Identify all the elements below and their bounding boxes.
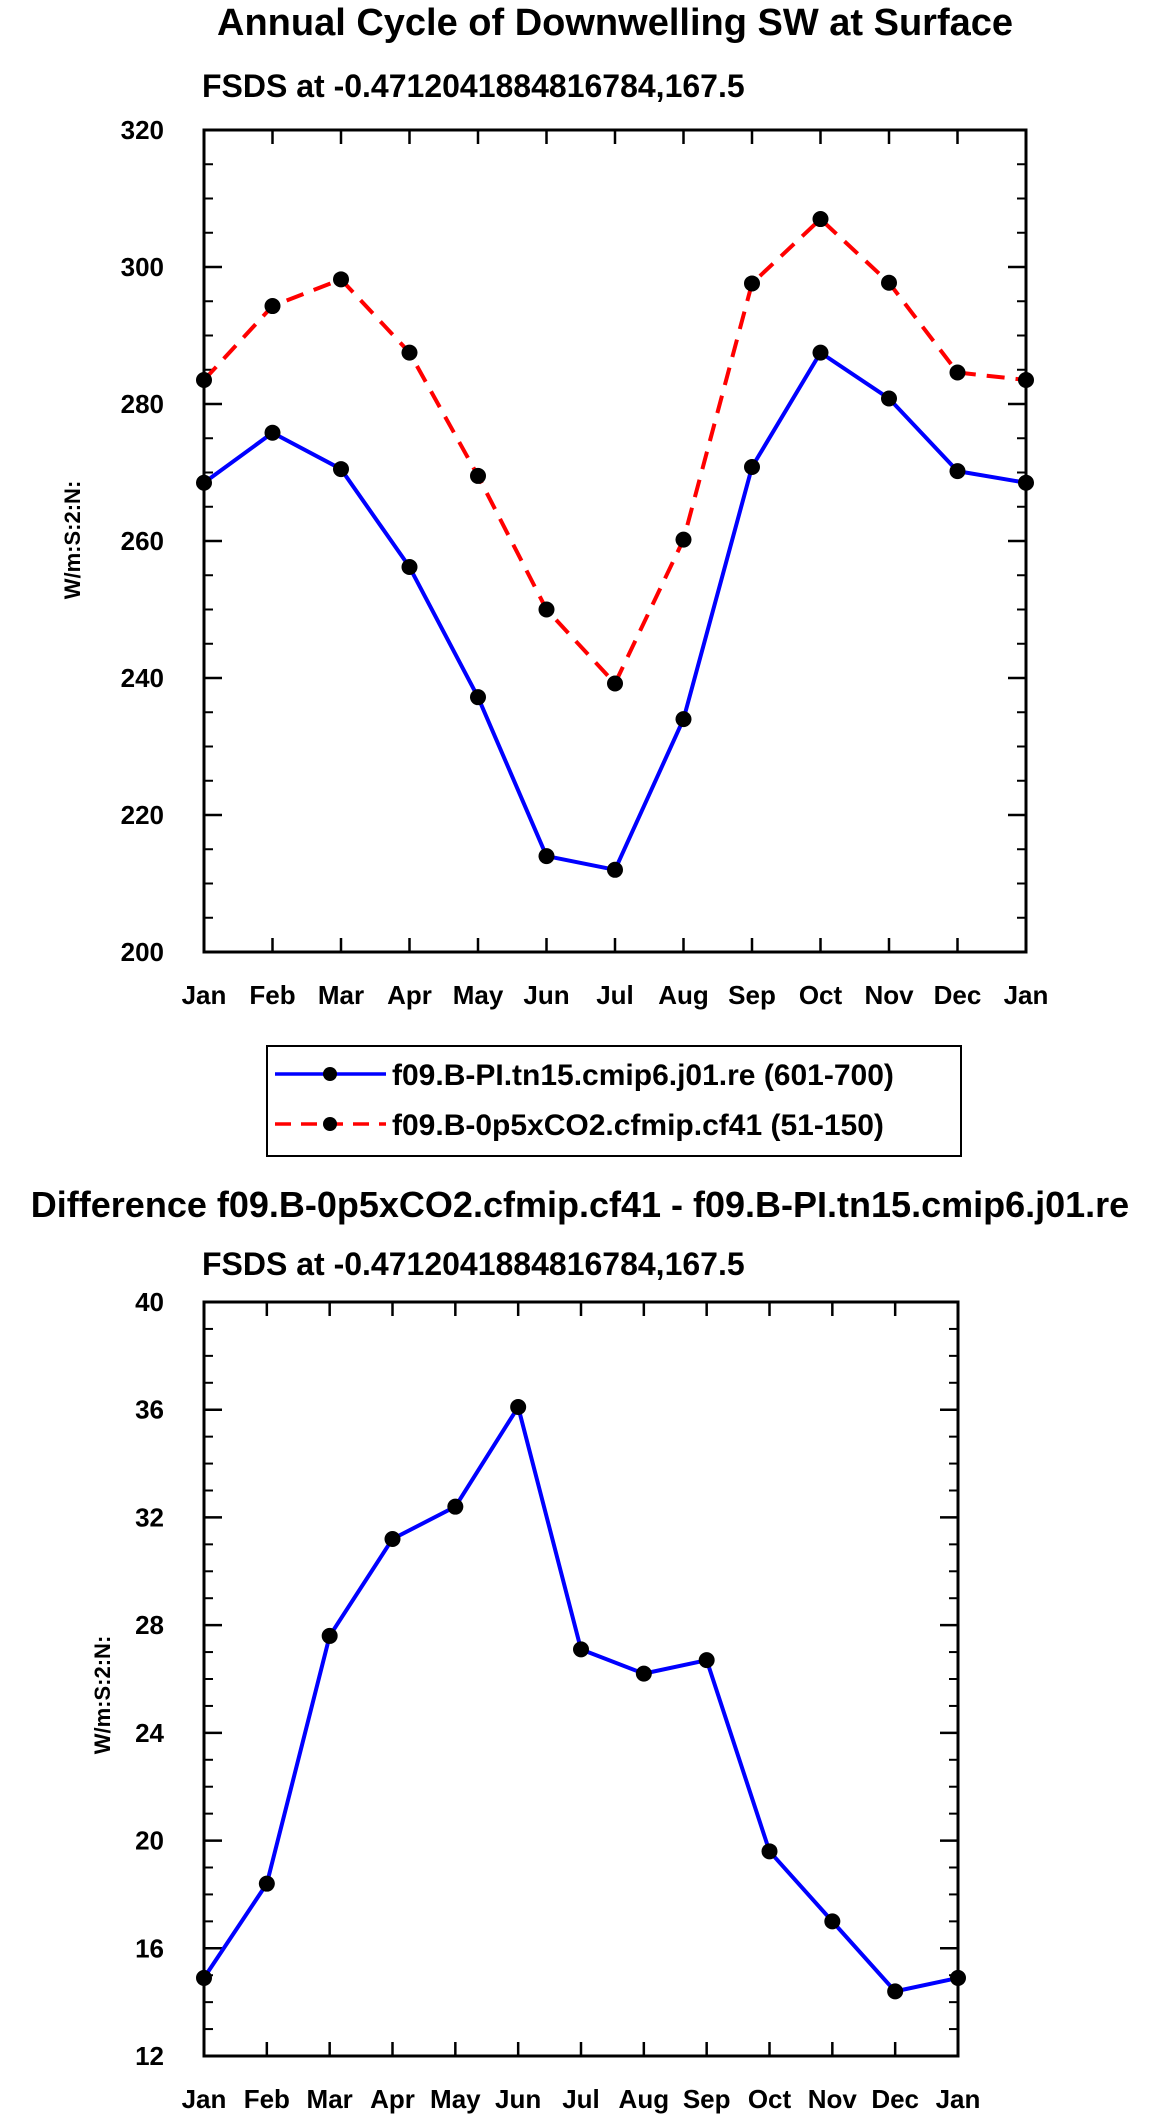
chart2-xtick-label: Apr [370, 2084, 415, 2114]
chart1-series-1-point [196, 372, 212, 389]
chart1-series-0-point [1018, 474, 1034, 491]
chart2-ytick-label: 12 [135, 2041, 164, 2071]
chart1-ytick-label: 300 [121, 252, 164, 282]
chart2-series-0-point [573, 1641, 589, 1658]
chart1-series-0-point [744, 459, 760, 476]
chart2-xtick-label: Dec [871, 2084, 919, 2114]
chart1-ytick-label: 260 [121, 526, 164, 556]
chart2-xtick-label: Sep [683, 2084, 731, 2114]
chart1-xtick-label: Sep [728, 980, 776, 1010]
chart2-title: Difference f09.B-0p5xCO2.cfmip.cf41 - f0… [31, 1184, 1129, 1225]
chart1-ytick-label: 320 [121, 115, 164, 145]
chart1-series-1-point [264, 298, 281, 315]
chart2-series-0-point [196, 1969, 212, 1986]
chart1-xtick-label: Jun [523, 980, 569, 1010]
chart1-xtick-label: Mar [318, 980, 364, 1010]
chart1-series-0-point [264, 424, 281, 441]
chart1-xtick-label: Feb [249, 980, 295, 1010]
chart2-series-0-point [447, 1498, 464, 1515]
chart2-series-0-point [761, 1843, 778, 1860]
chart1-xtick-label: Oct [799, 980, 843, 1010]
chart1-series-0-point [675, 711, 692, 728]
chart1-xtick-label: Dec [934, 980, 982, 1010]
legend-marker-1 [323, 1067, 337, 1081]
chart1-series-0-point [401, 559, 418, 576]
chart2-plot: Jan Feb Mar Apr May Jun Jul Aug Sep Oct Nov Dec Jan 1… [135, 1287, 980, 2114]
chart1-series-0-point [881, 390, 897, 407]
chart1-series-0-point [949, 463, 966, 480]
chart1-series-1-point [881, 274, 897, 291]
chart2-series-0-point [510, 1399, 527, 1416]
chart1-series-1-point [744, 275, 760, 292]
chart2-series-0-point [321, 1627, 338, 1644]
chart2-subtitle: FSDS at -0.4712041884816784,167.5 [202, 1246, 745, 1282]
chart2-xtick-label: Feb [244, 2084, 290, 2114]
chart1-ytick-label: 280 [121, 389, 164, 419]
chart2-xtick-label: Jan [182, 2084, 227, 2114]
chart2-series-0-point [950, 1969, 966, 1986]
chart1-series-1-point [1018, 372, 1034, 389]
chart2-ytick-label: 32 [135, 1502, 164, 1532]
chart1-subtitle: FSDS at -0.4712041884816784,167.5 [202, 68, 745, 104]
chart2-xtick-label: Aug [619, 2084, 670, 2114]
chart1-xtick-label: Jan [182, 980, 227, 1010]
chart2-series-0-point [258, 1875, 275, 1892]
chart1-title: Annual Cycle of Downwelling SW at Surfac… [217, 2, 1013, 44]
chart1-xtick-label: Jan [1004, 980, 1049, 1010]
chart1-series-1-line [202, 217, 1027, 686]
chart1-xtick-label: Apr [387, 980, 432, 1010]
chart2-ytick-label: 20 [135, 1826, 164, 1856]
chart1-series-0-point [470, 689, 486, 706]
chart1-series-0-point [538, 848, 555, 865]
legend-box [266, 1045, 962, 1157]
chart1-xtick-label: Nov [864, 980, 914, 1010]
chart2-series-0-line [202, 1405, 959, 1994]
chart2-ytick-label: 16 [135, 1933, 164, 1963]
chart2-ytick-label: 28 [135, 1610, 164, 1640]
chart1-series-0-line [202, 350, 1027, 872]
chart2-xtick-label: Jul [562, 2084, 600, 2114]
chart1-series-1-point [949, 364, 966, 381]
chart2-xtick-label: May [430, 2084, 481, 2114]
chart2-ytick-label: 24 [135, 1718, 164, 1748]
chart2-series-0-point [698, 1652, 715, 1669]
legend-label-2: f09.B-0p5xCO2.cfmip.cf41 (51-150) [392, 1109, 884, 1142]
chart1-ytick-label: 220 [121, 800, 164, 830]
chart1-series-0-point [196, 474, 212, 491]
chart1-series-1-point [333, 271, 349, 288]
chart1-plot: Jan Feb Mar Apr May Jun Jul Aug Sep Oct Nov Dec Jan 2… [121, 115, 1049, 1010]
chart2-series-0-point [384, 1530, 401, 1547]
chart1-series-1-point [675, 531, 692, 548]
chart1-series-1-point [812, 211, 829, 228]
legend-marker-2 [323, 1117, 337, 1131]
chart2-series-0-point [824, 1913, 841, 1930]
chart2-xtick-label: Jun [495, 2084, 541, 2114]
chart1-xtick-label: Aug [658, 980, 709, 1010]
legend-label-1: f09.B-PI.tn15.cmip6.j01.re (601-700) [392, 1059, 894, 1092]
legend: f09.B-PI.tn15.cmip6.j01.re (601-700) f09… [266, 1045, 962, 1157]
chart2-ytick-label: 36 [135, 1395, 164, 1425]
chart1-xtick-label: Jul [596, 980, 634, 1010]
chart1-series-1-point [607, 675, 623, 692]
chart1-series-1-point [401, 344, 418, 361]
chart1-series-0-point [333, 461, 349, 478]
chart1-series-1-point [470, 467, 486, 484]
chart2-xtick-label: Oct [748, 2084, 792, 2114]
chart2-series-0-point [635, 1665, 652, 1682]
chart2-ytick-label: 40 [135, 1287, 164, 1317]
chart2-ylabel: W/m:S:2:N: [90, 1636, 115, 1755]
chart1-ytick-label: 200 [121, 937, 164, 967]
chart2-xtick-label: Jan [936, 2084, 981, 2114]
chart2-xtick-label: Mar [307, 2084, 353, 2114]
chart1-ylabel: W/m:S:2:N: [60, 481, 85, 600]
chart1-ytick-label: 240 [121, 663, 164, 693]
chart1-xtick-label: May [453, 980, 504, 1010]
chart2-xtick-label: Nov [808, 2084, 858, 2114]
chart1-series-1-point [538, 601, 555, 618]
chart1-frame [202, 128, 1028, 954]
chart1-series-0-point [607, 861, 623, 878]
chart1-series-0-point [812, 344, 829, 361]
chart2-series-0-point [887, 1983, 904, 2000]
